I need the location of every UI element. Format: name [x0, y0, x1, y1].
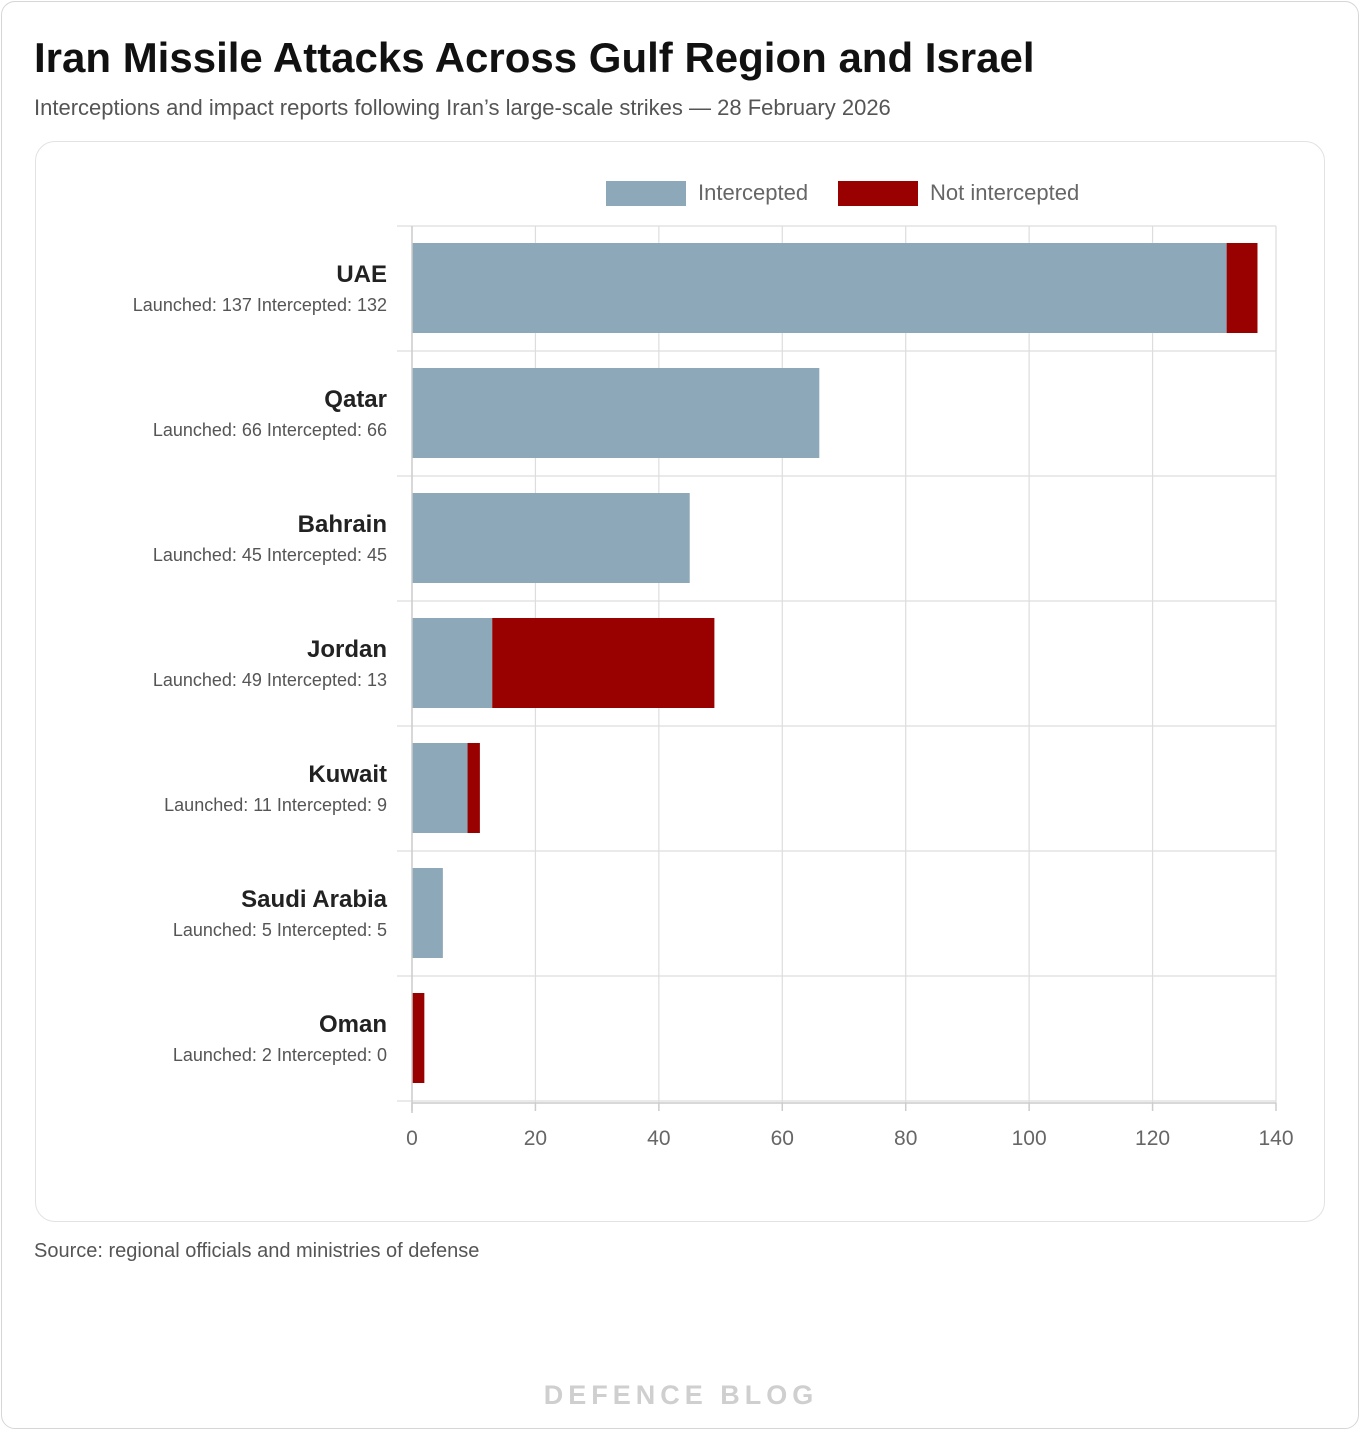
category-detail-label: Launched: 66 Intercepted: 66: [153, 420, 387, 440]
x-tick-label: 20: [524, 1127, 547, 1150]
bar-intercepted: [412, 743, 468, 833]
legend-label: Not intercepted: [930, 180, 1079, 205]
bar-intercepted: [412, 618, 493, 708]
category-label: Oman: [319, 1011, 387, 1038]
bar-intercepted: [412, 243, 1227, 333]
x-tick-label: 100: [1012, 1127, 1047, 1150]
bar-not-intercepted: [467, 743, 480, 833]
category-label: Bahrain: [298, 511, 387, 538]
category-detail-label: Launched: 11 Intercepted: 9: [164, 795, 387, 815]
x-tick-label: 40: [647, 1127, 670, 1150]
bar-not-intercepted: [412, 993, 425, 1083]
bar-intercepted: [412, 368, 820, 458]
x-tick-label: 60: [771, 1127, 794, 1150]
bar-intercepted: [412, 868, 443, 958]
x-tick-label: 120: [1135, 1127, 1170, 1150]
bar-not-intercepted: [492, 618, 715, 708]
category-detail-label: Launched: 45 Intercepted: 45: [153, 545, 387, 565]
category-detail-label: Launched: 137 Intercepted: 132: [133, 295, 387, 315]
bar-not-intercepted: [1226, 243, 1258, 333]
legend-swatch-not-intercepted: [838, 181, 918, 206]
category-label: Kuwait: [308, 761, 387, 788]
category-detail-label: Launched: 2 Intercepted: 0: [173, 1045, 387, 1065]
category-label: Qatar: [324, 386, 387, 413]
category-detail-label: Launched: 49 Intercepted: 13: [153, 670, 387, 690]
category-label: Saudi Arabia: [241, 886, 387, 913]
x-tick-label: 140: [1258, 1127, 1293, 1150]
category-label: Jordan: [307, 636, 387, 663]
legend-label: Intercepted: [698, 180, 808, 205]
legend-swatch-intercepted: [606, 181, 686, 206]
page-title: Iran Missile Attacks Across Gulf Region …: [34, 34, 1035, 81]
category-detail-label: Launched: 5 Intercepted: 5: [173, 920, 387, 940]
page-subtitle: Interceptions and impact reports followi…: [34, 95, 891, 120]
watermark-logo: DEFENCE BLOG: [543, 1380, 819, 1410]
category-label: UAE: [336, 261, 387, 288]
source-note: Source: regional officials and ministrie…: [34, 1240, 480, 1262]
x-tick-label: 0: [406, 1127, 418, 1150]
x-tick-label: 80: [894, 1127, 917, 1150]
bar-intercepted: [412, 493, 690, 583]
